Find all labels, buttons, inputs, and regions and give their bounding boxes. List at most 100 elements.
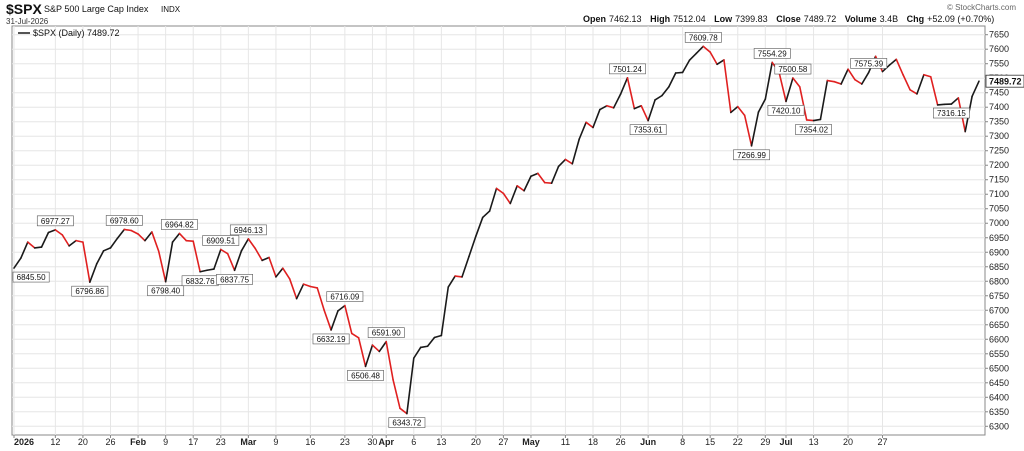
y-tick-label: 6400 bbox=[989, 392, 1009, 402]
x-tick-label: 30 bbox=[367, 437, 377, 447]
x-tick-label: 22 bbox=[733, 437, 743, 447]
y-tick-label: 7300 bbox=[989, 131, 1009, 141]
annotation-label: 7354.02 bbox=[799, 126, 828, 135]
ohlc-readout: Open 7462.13 High 7512.04 Low 7399.83 Close… bbox=[583, 14, 994, 24]
x-tick-label: 23 bbox=[216, 437, 226, 447]
annotation-label: 6978.60 bbox=[110, 216, 139, 225]
annotation-label: 6798.40 bbox=[151, 287, 180, 296]
x-tick-label: 20 bbox=[471, 437, 481, 447]
x-tick-label: Jun bbox=[640, 437, 656, 447]
x-tick-label: 23 bbox=[340, 437, 350, 447]
y-tick-label: 7350 bbox=[989, 117, 1009, 127]
x-tick-label: 17 bbox=[188, 437, 198, 447]
x-tick-label: 8 bbox=[680, 437, 685, 447]
legend-label: $SPX (Daily) 7489.72 bbox=[33, 28, 120, 38]
chg-label: Chg bbox=[907, 14, 925, 24]
x-tick-label: 26 bbox=[616, 437, 626, 447]
annotation-label: 6343.72 bbox=[392, 419, 421, 428]
plot-frame bbox=[12, 26, 985, 435]
close-label: Close bbox=[776, 14, 801, 24]
x-tick-label: Feb bbox=[130, 437, 147, 447]
y-tick-label: 6750 bbox=[989, 291, 1009, 301]
y-tick-label: 6700 bbox=[989, 305, 1009, 315]
y-tick-label: 7400 bbox=[989, 102, 1009, 112]
price-segment bbox=[938, 104, 945, 105]
x-tick-label: 26 bbox=[105, 437, 115, 447]
y-tick-label: 7250 bbox=[989, 146, 1009, 156]
chg-value: +52.09 (+0.70%) bbox=[927, 14, 994, 24]
y-tick-label: 6300 bbox=[989, 421, 1009, 431]
low-value: 7399.83 bbox=[735, 14, 768, 24]
annotation-label: 6946.13 bbox=[234, 226, 263, 235]
last-value-marker: 7489.72 bbox=[986, 75, 1024, 87]
x-tick-label: 9 bbox=[163, 437, 168, 447]
price-segment bbox=[455, 276, 462, 277]
x-tick-label: Apr bbox=[378, 437, 394, 447]
x-tick-label: 12 bbox=[50, 437, 60, 447]
x-tick-label: 13 bbox=[809, 437, 819, 447]
annotation-label: 7501.24 bbox=[613, 65, 642, 74]
price-segment bbox=[35, 247, 42, 248]
y-tick-label: 6450 bbox=[989, 378, 1009, 388]
y-tick-label: 6900 bbox=[989, 247, 1009, 257]
x-tick-label: 27 bbox=[877, 437, 887, 447]
x-tick-label: 9 bbox=[273, 437, 278, 447]
high-label: High bbox=[650, 14, 670, 24]
y-tick-label: 7100 bbox=[989, 189, 1009, 199]
open-value: 7462.13 bbox=[609, 14, 642, 24]
x-tick-label: May bbox=[522, 437, 540, 447]
annotation-label: 6837.75 bbox=[220, 275, 249, 284]
last-value-label: 7489.72 bbox=[989, 77, 1022, 87]
x-axis: 2026 12 20 26 Feb 9 17 23 Mar 9 16 23 30 Apr 6 13 20 27 Ma… bbox=[14, 435, 888, 447]
y-tick-label: 6600 bbox=[989, 334, 1009, 344]
annotation-label: 6845.50 bbox=[17, 273, 46, 282]
x-tick-label: 16 bbox=[305, 437, 315, 447]
annotation-label: 7316.15 bbox=[937, 109, 966, 118]
y-tick-label: 7450 bbox=[989, 88, 1009, 98]
volume-label: Volume bbox=[845, 14, 877, 24]
y-tick-label: 6500 bbox=[989, 363, 1009, 373]
price-segment bbox=[676, 72, 683, 73]
annotation-label: 7420.10 bbox=[772, 106, 801, 115]
y-tick-label: 6800 bbox=[989, 276, 1009, 286]
date-label: 31-Jul-2026 bbox=[6, 17, 49, 26]
x-tick-label: 29 bbox=[760, 437, 770, 447]
annotation-label: 7554.29 bbox=[758, 49, 787, 58]
watermark-label: © StockCharts.com bbox=[947, 3, 1016, 12]
x-tick-label: Jul bbox=[779, 437, 792, 447]
annotation-label: 7500.58 bbox=[778, 65, 807, 74]
annotation-label: 6909.51 bbox=[206, 236, 235, 245]
high-value: 7512.04 bbox=[673, 14, 706, 24]
x-tick-label: 27 bbox=[498, 437, 508, 447]
annotation-label: 6591.90 bbox=[372, 329, 401, 338]
y-tick-label: 7000 bbox=[989, 218, 1009, 228]
x-tick-label: 6 bbox=[411, 437, 416, 447]
annotation-label: 6716.09 bbox=[330, 293, 359, 302]
annotation-label: 7609.78 bbox=[689, 33, 718, 42]
y-tick-label: 6550 bbox=[989, 349, 1009, 359]
y-axis: 6300 6350 6400 6450 6500 6550 6600 6650 6700 6750… bbox=[985, 30, 1009, 432]
y-tick-label: 7050 bbox=[989, 204, 1009, 214]
exchange-label: INDX bbox=[161, 5, 181, 14]
x-tick-label: Mar bbox=[240, 437, 257, 447]
y-tick-label: 7550 bbox=[989, 59, 1009, 69]
y-tick-label: 6350 bbox=[989, 407, 1009, 417]
y-tick-label: 7200 bbox=[989, 160, 1009, 170]
annotation-label: 6977.27 bbox=[41, 217, 70, 226]
x-tick-label: 11 bbox=[561, 437, 570, 447]
x-tick-label: 13 bbox=[436, 437, 446, 447]
price-segment bbox=[807, 120, 814, 121]
annotation-label: 7575.39 bbox=[854, 59, 883, 68]
price-segment bbox=[186, 241, 193, 242]
open-label: Open bbox=[583, 14, 606, 24]
annotation-label: 7266.99 bbox=[737, 151, 766, 160]
close-value: 7489.72 bbox=[804, 14, 837, 24]
symbol-label: $SPX bbox=[6, 1, 42, 17]
annotation-label: 6506.48 bbox=[351, 371, 380, 380]
y-tick-label: 6850 bbox=[989, 262, 1009, 272]
x-tick-label: 20 bbox=[843, 437, 853, 447]
y-tick-label: 6650 bbox=[989, 320, 1009, 330]
volume-value: 3.4B bbox=[880, 14, 899, 24]
annotation-label: 6796.86 bbox=[75, 287, 104, 296]
